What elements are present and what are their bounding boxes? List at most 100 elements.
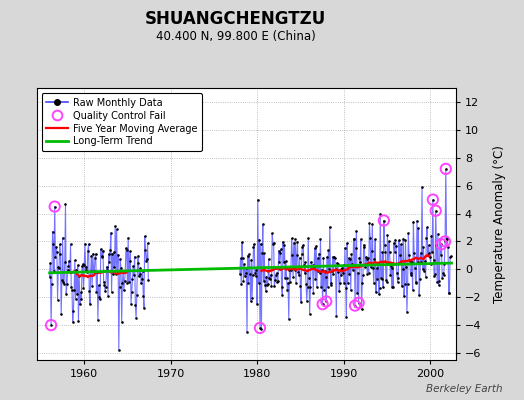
Point [106,247,114,254]
Point [305,274,313,281]
Point [290,266,299,273]
Point [340,280,348,286]
Point [382,277,390,284]
Point [256,325,264,331]
Point [445,290,454,297]
Point [111,223,119,229]
Point [114,251,122,258]
Text: 40.400 N, 99.800 E (China): 40.400 N, 99.800 E (China) [156,30,315,43]
Point [369,280,378,286]
Point [272,270,281,276]
Point [348,267,357,273]
Point [56,241,64,248]
Point [390,240,398,246]
Point [338,265,346,271]
Point [58,277,66,284]
Point [328,268,336,274]
Point [388,284,396,290]
Point [144,240,152,246]
Point [397,241,406,248]
Point [259,278,268,284]
Point [427,233,435,239]
Point [398,283,406,290]
Point [412,280,420,286]
Point [331,266,340,272]
Point [126,248,135,255]
Point [291,236,299,242]
Point [296,282,304,289]
Point [50,203,59,210]
Point [406,272,414,278]
Point [355,255,364,261]
Point [386,272,395,278]
Point [133,260,141,266]
Point [403,281,412,288]
Point [287,266,295,273]
Point [305,310,314,317]
Point [107,230,115,236]
Point [432,208,440,214]
Point [104,251,113,258]
Point [302,281,310,287]
Point [378,249,387,256]
Point [429,196,437,203]
Point [265,275,274,282]
Point [316,236,325,242]
Point [138,268,147,274]
Point [293,239,302,245]
Point [289,273,297,280]
Point [354,300,363,306]
Point [92,288,101,295]
Point [95,294,104,300]
Point [110,249,118,255]
Point [315,250,323,257]
Point [290,240,298,246]
Point [375,291,383,297]
Point [243,329,251,335]
Point [75,273,83,280]
Point [128,276,137,282]
Point [446,253,455,260]
Point [395,237,403,244]
Point [246,271,254,277]
Point [341,245,349,252]
Point [236,255,245,262]
Point [80,262,89,268]
Point [432,208,440,214]
Point [245,251,253,257]
Point [109,271,117,277]
Point [325,266,333,272]
Point [322,298,331,305]
Point [81,267,90,274]
Point [267,282,276,289]
Point [362,254,370,260]
Point [404,230,412,236]
Point [52,248,61,255]
Point [50,268,58,274]
Point [357,306,366,313]
Point [423,224,431,231]
Point [102,264,111,270]
Point [281,275,289,281]
Point [413,259,422,266]
Point [394,275,402,281]
Point [49,240,58,247]
Point [409,286,417,293]
Point [438,241,446,248]
Point [86,268,95,274]
Point [303,284,312,290]
Point [374,260,383,266]
Point [51,253,60,260]
Point [435,278,443,284]
Point [94,282,103,288]
Point [246,298,255,304]
Point [52,243,60,250]
Point [81,240,89,247]
Point [423,252,432,258]
Point [69,308,78,314]
Point [96,296,104,303]
Point [238,239,246,246]
Point [258,250,266,256]
Point [314,268,322,274]
Point [367,264,375,270]
